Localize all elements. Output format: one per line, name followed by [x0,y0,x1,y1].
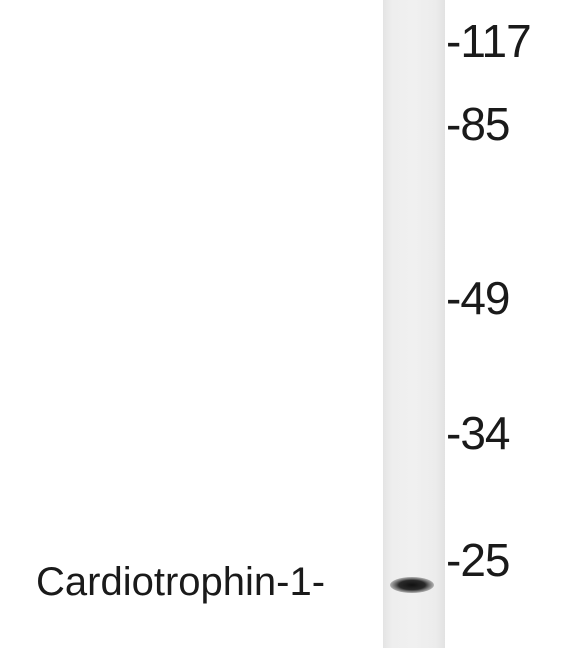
band-label: Cardiotrophin-1- [36,560,326,604]
marker-49-label: -49 [446,272,510,324]
marker-117-label: -117 [446,15,532,67]
marker-34-label: -34 [446,407,510,459]
gel-lane [383,0,445,648]
protein-band [390,577,434,593]
marker-85-label: -85 [446,98,510,150]
marker-25-label: -25 [446,534,510,586]
